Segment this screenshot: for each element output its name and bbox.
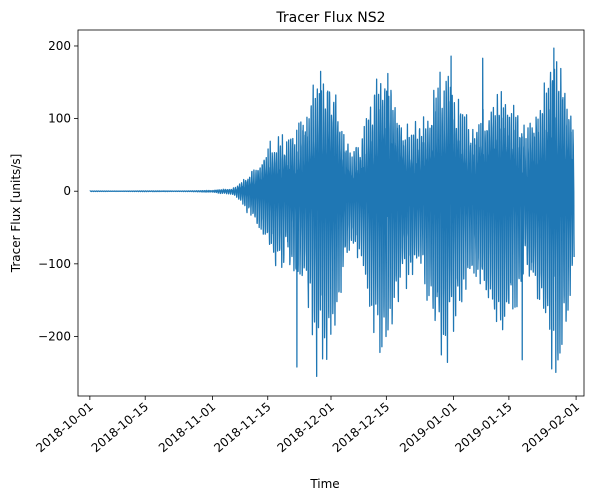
- chart-title: Tracer Flux NS2: [275, 10, 385, 26]
- y-axis: 200 100 0 −100 −200: [38, 39, 78, 343]
- y-tick-label: 100: [48, 112, 71, 126]
- y-axis-title: Tracer Flux [units/s]: [9, 154, 23, 274]
- x-axis-title: Time: [309, 477, 339, 491]
- plot-area: [77, 29, 585, 397]
- y-tick-label: 200: [48, 39, 71, 53]
- x-tick-label: 2019-01-01: [397, 400, 459, 456]
- series-line: [89, 47, 575, 378]
- x-tick-label: 2018-11-15: [211, 400, 273, 456]
- series-layer: [89, 47, 575, 378]
- x-tick-label: 2018-12-01: [274, 400, 336, 456]
- x-tick-label: 2018-10-01: [33, 400, 95, 456]
- y-tick-label: −200: [38, 329, 71, 343]
- y-tick-label: −100: [38, 257, 71, 271]
- y-tick-label: 0: [63, 184, 71, 198]
- x-tick-label: 2018-10-15: [89, 400, 151, 456]
- x-tick-label: 2018-12-15: [330, 400, 392, 456]
- x-tick-label: 2018-11-01: [156, 400, 218, 456]
- x-tick-label: 2019-01-15: [452, 400, 514, 456]
- x-tick-label: 2019-02-01: [520, 400, 582, 456]
